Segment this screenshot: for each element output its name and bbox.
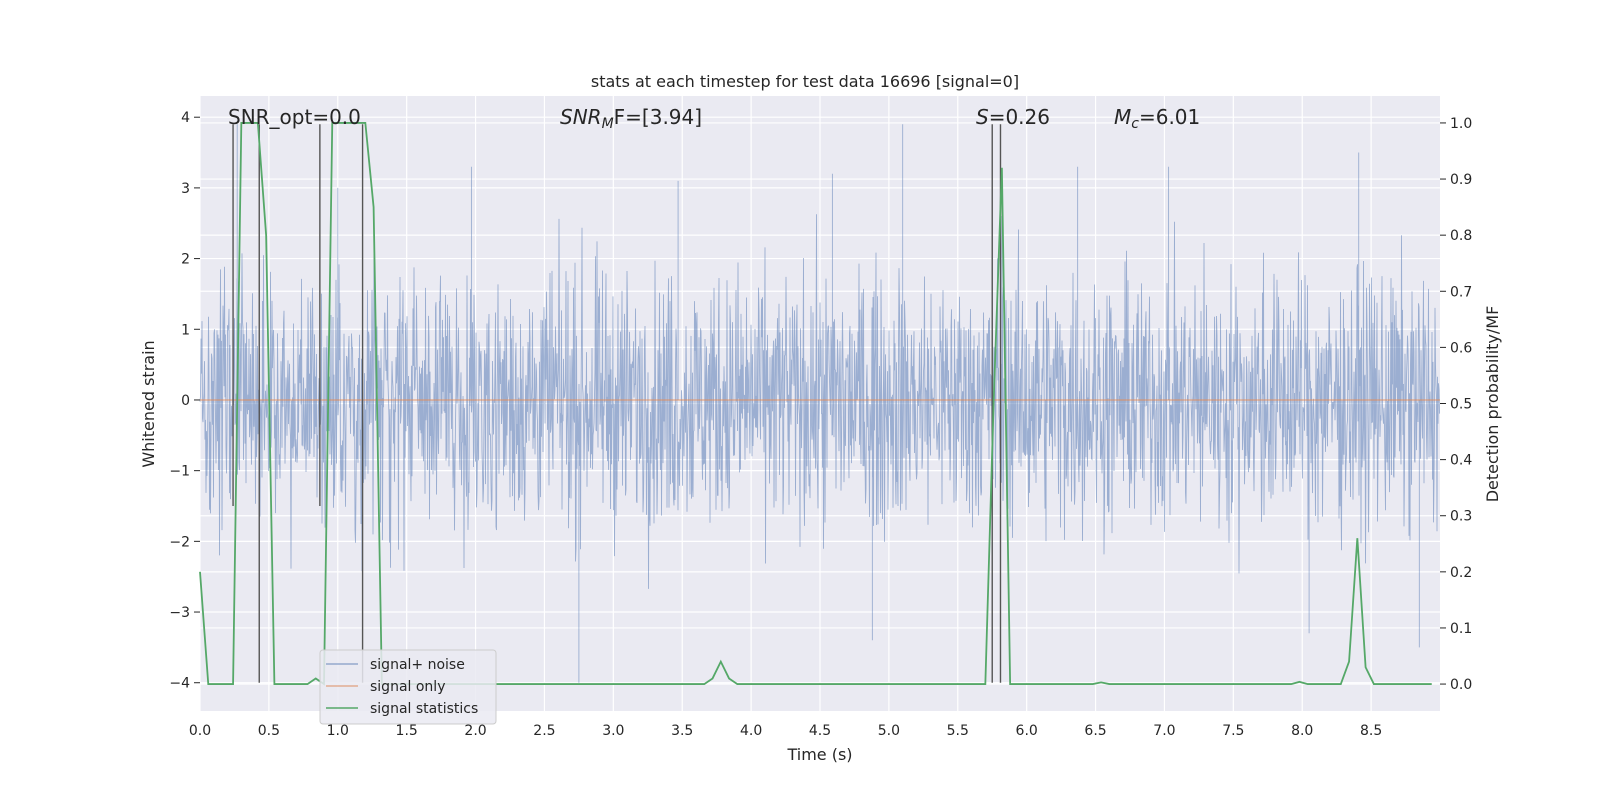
x-tick-label: 6.0	[1016, 723, 1038, 739]
legend-box	[319, 649, 497, 725]
x-axis-label: Time (s)	[786, 745, 852, 764]
y2-tick-label: 0.2	[1450, 565, 1472, 581]
y2-tick-label: 0.4	[1450, 453, 1472, 469]
y-tick-label: 2	[181, 252, 190, 268]
x-tick-label: 1.0	[327, 723, 349, 739]
x-tick-label: 3.0	[602, 723, 624, 739]
legend: signal+ noise signal only signal statist…	[319, 649, 497, 725]
y2-tick-label: 0.7	[1450, 284, 1472, 300]
y-tick-label: 4	[181, 110, 190, 126]
annotation-mc: Mc=6.01	[1114, 105, 1200, 132]
x-tick-label: 7.0	[1153, 723, 1175, 739]
series-signal-statistics	[199, 122, 1432, 686]
annotation-snr-opt: SNR_opt=0.0	[228, 105, 361, 129]
y-axis-label: Whitened strain	[139, 340, 158, 467]
y-tick-label: 0	[181, 393, 190, 409]
y-tick-label: 3	[181, 181, 190, 197]
legend-label-signal-only: signal only	[370, 679, 445, 695]
x-tick-label: 4.5	[809, 723, 831, 739]
y2-axis-label: Detection probability/MF	[1483, 306, 1502, 503]
mc-rest: =6.01	[1139, 105, 1200, 129]
x-tick-label: 8.0	[1291, 723, 1313, 739]
x-axis-ticks: 0.0 0.5 1.0 1.5 2.0 2.5 3.0 3.5 4.0 4.5 5.0 5.5 6.0 6…	[189, 723, 1382, 739]
x-tick-label: 3.5	[671, 723, 693, 739]
x-tick-label: 4.0	[740, 723, 762, 739]
x-tick-label: 1.5	[396, 723, 418, 739]
marker-lines	[232, 124, 1002, 683]
y2-tick-label: 0.5	[1450, 397, 1472, 413]
y2-tick-label: 0.8	[1450, 228, 1472, 244]
y2-tick-label: 0.0	[1450, 677, 1472, 693]
x-tick-label: 2.0	[464, 723, 486, 739]
y2-tick-label: 0.9	[1450, 172, 1472, 188]
x-tick-label: 8.5	[1360, 723, 1382, 739]
y2-tick-label: 0.3	[1450, 509, 1472, 525]
x-tick-label: 2.5	[533, 723, 555, 739]
chart-title: stats at each timestep for test data 166…	[591, 72, 1019, 91]
snr-mf-sub: M	[602, 116, 614, 132]
s-italic: S	[976, 105, 989, 129]
legend-label-signal-statistics: signal statistics	[370, 701, 478, 717]
y2-tick-label: 0.1	[1450, 621, 1472, 637]
annotation-s: S=0.26	[976, 105, 1050, 129]
y-tick-label: −3	[169, 605, 190, 621]
snr-mf-rest: F=[3.94]	[614, 105, 702, 129]
x-tick-label: 0.0	[189, 723, 211, 739]
y2-tick-label: 1.0	[1450, 116, 1472, 132]
signal-statistics-line	[199, 122, 1432, 686]
y-axis-ticks: 4 3 2 1 0 −1 −2 −3 −4	[169, 110, 200, 692]
x-tick-label: 6.5	[1084, 723, 1106, 739]
y-tick-label: −1	[169, 464, 190, 480]
legend-label-signal-noise: signal+ noise	[370, 657, 465, 673]
x-tick-label: 7.5	[1222, 723, 1244, 739]
snr-mf-base: SNR	[560, 105, 602, 129]
x-tick-label: 5.5	[947, 723, 969, 739]
y2-tick-label: 0.6	[1450, 340, 1472, 356]
y2-axis-ticks: 1.0 0.9 0.8 0.7 0.6 0.5 0.4 0.3 0.2 0.1 0.0	[1440, 116, 1472, 693]
y-tick-label: −4	[169, 676, 190, 692]
x-tick-label: 5.0	[878, 723, 900, 739]
annotation-snr-mf: SNRMF=[3.94]	[560, 105, 702, 132]
s-rest: =0.26	[989, 105, 1050, 129]
x-tick-label: 0.5	[258, 723, 280, 739]
mc-sub: c	[1131, 116, 1139, 132]
y-tick-label: −2	[169, 534, 190, 550]
y-tick-label: 1	[181, 322, 190, 338]
mc-base: M	[1114, 105, 1131, 129]
